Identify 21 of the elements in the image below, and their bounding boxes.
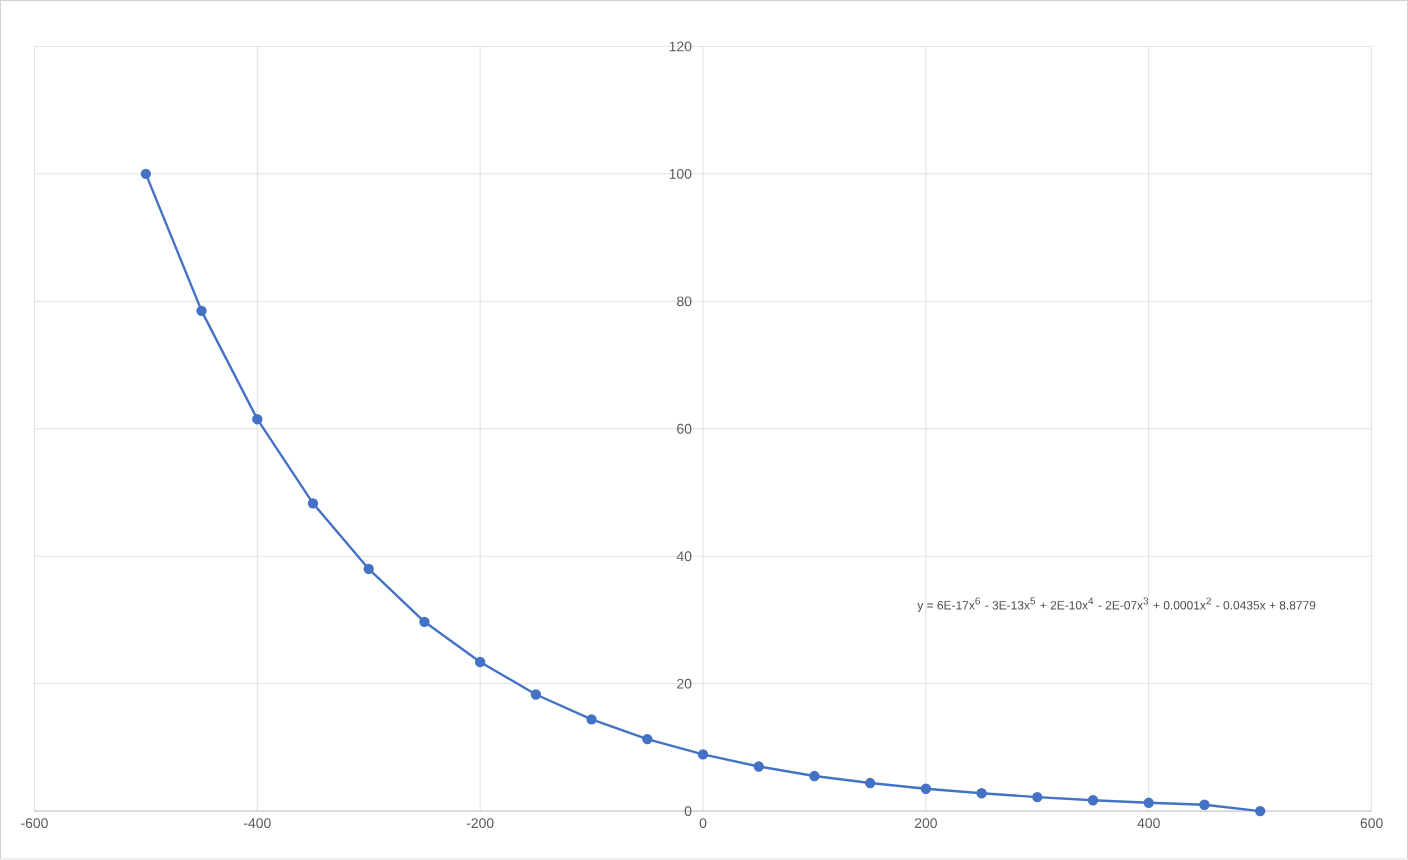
point <box>1087 795 1099 806</box>
point <box>307 498 319 509</box>
point <box>419 616 430 628</box>
point <box>363 563 374 575</box>
point <box>1254 806 1266 817</box>
point <box>1199 799 1210 811</box>
point <box>864 778 876 789</box>
point <box>920 783 932 795</box>
point <box>697 749 709 760</box>
point <box>196 305 207 317</box>
point <box>586 714 597 725</box>
point <box>530 689 542 700</box>
point <box>140 168 152 180</box>
point <box>809 771 820 782</box>
point <box>252 414 263 425</box>
point <box>642 734 653 745</box>
point <box>474 657 486 668</box>
point <box>1032 792 1043 803</box>
point <box>1143 797 1154 809</box>
point <box>976 788 987 799</box>
point <box>753 761 764 772</box>
